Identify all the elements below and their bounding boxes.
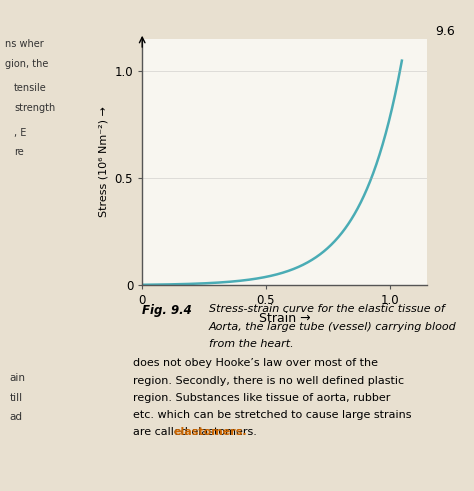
Text: ns wher: ns wher [5, 39, 44, 49]
Text: are called elastomers.: are called elastomers. [133, 427, 256, 437]
Text: etc. which can be stretched to cause large strains: etc. which can be stretched to cause lar… [133, 410, 411, 420]
Text: 9.6: 9.6 [435, 25, 455, 37]
Text: Stress-strain curve for the elastic tissue of: Stress-strain curve for the elastic tiss… [209, 304, 444, 314]
Text: region. Substances like tissue of aorta, rubber: region. Substances like tissue of aorta,… [133, 393, 390, 403]
Text: Aorta, the large tube (vessel) carrying blood: Aorta, the large tube (vessel) carrying … [209, 322, 456, 331]
Text: re: re [14, 147, 24, 157]
Text: ad: ad [9, 412, 22, 422]
Text: from the heart.: from the heart. [209, 339, 293, 349]
Text: does not obey Hooke’s law over most of the: does not obey Hooke’s law over most of t… [133, 358, 378, 368]
Text: Fig. 9.4: Fig. 9.4 [142, 304, 192, 317]
Text: strength: strength [14, 103, 55, 113]
Text: elastomers.: elastomers. [173, 427, 246, 437]
Text: ain: ain [9, 373, 26, 383]
Text: till: till [9, 393, 23, 403]
X-axis label: Strain →: Strain → [259, 312, 310, 326]
Text: tensile: tensile [14, 83, 47, 93]
Y-axis label: Stress (10⁶ Nm⁻²) →: Stress (10⁶ Nm⁻²) → [99, 107, 109, 218]
Text: gion, the: gion, the [5, 59, 48, 69]
Text: , E: , E [14, 128, 27, 137]
Text: region. Secondly, there is no well defined plastic: region. Secondly, there is no well defin… [133, 376, 404, 385]
